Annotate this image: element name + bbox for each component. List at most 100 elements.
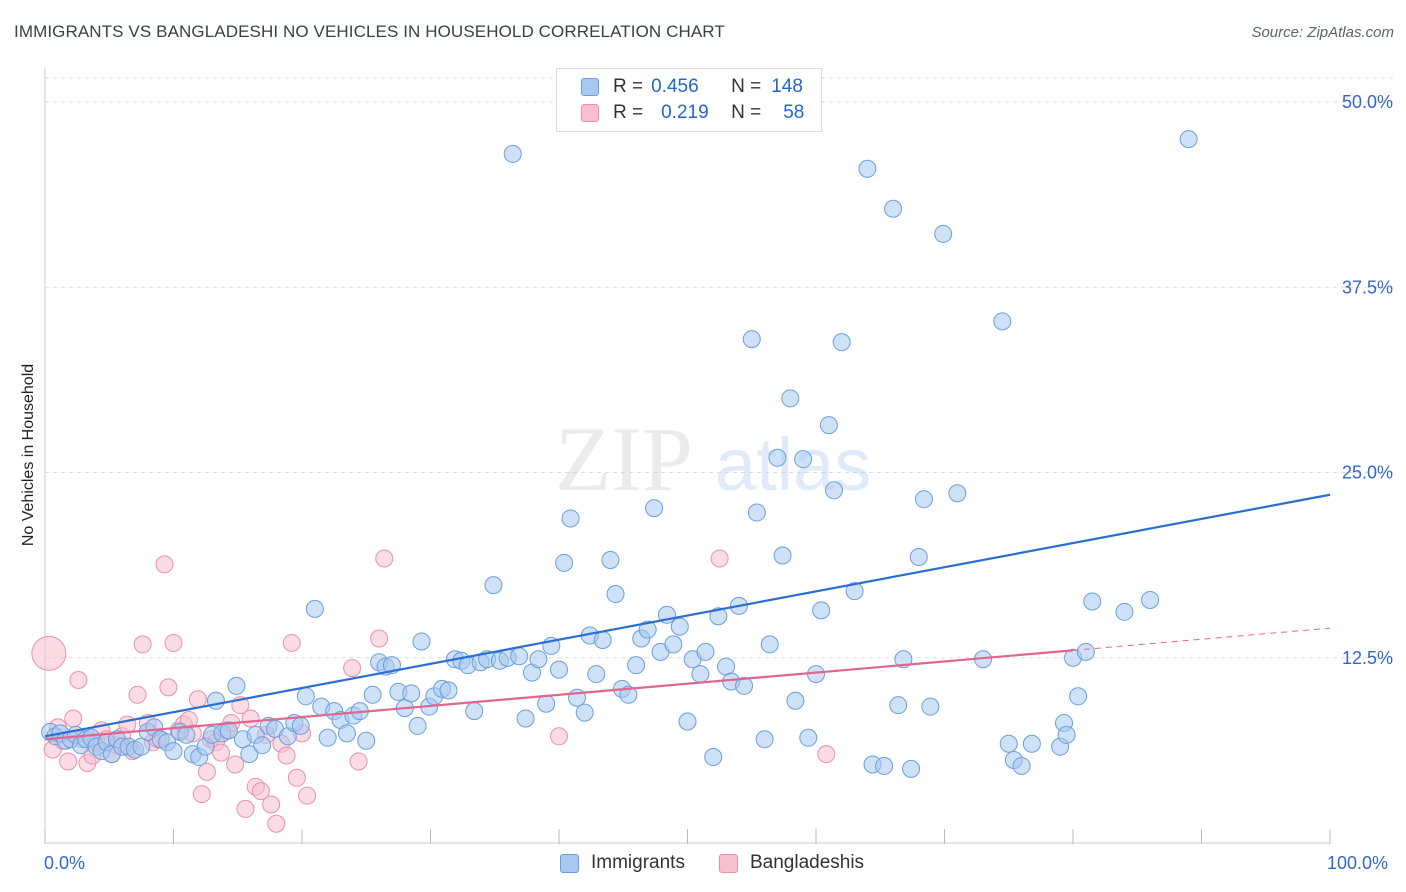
- immigrant-point: [709, 607, 728, 626]
- bangladeshis-trend-line: [44, 649, 1074, 741]
- bangladeshi-point: [375, 549, 394, 568]
- immigrants-points: [41, 130, 1198, 778]
- immigrant-point: [755, 730, 774, 749]
- bangladeshi-point: [159, 678, 178, 697]
- immigrant-point: [1057, 725, 1076, 744]
- bangladeshi-point: [277, 746, 296, 765]
- bangladeshi-point: [370, 629, 389, 648]
- immigrant-point: [555, 553, 574, 572]
- immigrant-point: [845, 582, 864, 601]
- immigrant-point: [305, 599, 324, 618]
- watermark-zip: ZIP: [555, 408, 693, 510]
- immigrant-point: [606, 585, 625, 604]
- bangladeshis-legend-label: Bangladeshis: [749, 852, 865, 873]
- x-tick-label-max: 100.0%: [1327, 853, 1389, 873]
- immigrant-point: [503, 144, 522, 163]
- immigrant-point: [894, 650, 913, 669]
- immigrant-point: [638, 620, 657, 639]
- immigrant-point: [439, 681, 458, 700]
- immigrant-point: [824, 481, 843, 500]
- immigrant-point: [177, 725, 196, 744]
- r-value-bangladeshis: 0.219: [661, 102, 709, 123]
- immigrants-swatch: [581, 78, 599, 96]
- bangladeshis-trend-extension: [1072, 627, 1331, 651]
- immigrant-point: [999, 734, 1018, 753]
- series-legend: Immigrants Bangladeshis: [560, 852, 898, 874]
- immigrant-point: [768, 448, 787, 467]
- immigrant-point: [786, 691, 805, 710]
- immigrant-point: [696, 642, 715, 661]
- bangladeshi-point: [133, 635, 152, 654]
- immigrant-point: [875, 756, 894, 775]
- bangladeshi-point: [287, 768, 306, 787]
- bangladeshi-point: [64, 709, 83, 728]
- immigrant-point: [291, 716, 310, 735]
- n-label: N =: [731, 76, 762, 97]
- immigrant-point: [408, 716, 427, 735]
- immigrant-point: [587, 665, 606, 684]
- legend-item-immigrants[interactable]: Immigrants: [560, 852, 685, 874]
- bangladeshi-point: [164, 633, 183, 652]
- immigrant-point: [537, 694, 556, 713]
- immigrant-point: [1115, 602, 1134, 621]
- immigrant-point: [164, 742, 183, 761]
- bangladeshi-point: [267, 814, 286, 833]
- bangladeshis-swatch: [581, 104, 599, 122]
- immigrant-point: [773, 546, 792, 565]
- immigrant-point: [484, 576, 503, 595]
- immigrant-point: [934, 224, 953, 243]
- legend-row-immigrants: R = 0.456 N = 148: [581, 74, 803, 100]
- bangladeshi-point: [69, 670, 88, 689]
- immigrant-point: [465, 702, 484, 721]
- immigrant-point: [794, 450, 813, 469]
- bangladeshi-point: [197, 762, 216, 781]
- bangladeshi-point: [31, 635, 67, 671]
- immigrant-point: [909, 547, 928, 566]
- immigrant-point: [1141, 590, 1160, 609]
- legend-item-bangladeshis[interactable]: Bangladeshis: [718, 852, 865, 874]
- bangladeshi-point: [192, 785, 211, 804]
- n-label: N =: [731, 102, 762, 123]
- immigrant-point: [240, 745, 259, 764]
- immigrant-point: [645, 499, 664, 518]
- immigrant-point: [337, 724, 356, 743]
- immigrant-point: [219, 721, 238, 740]
- r-label: R =: [613, 102, 644, 123]
- immigrant-point: [812, 601, 831, 620]
- bangladeshi-point: [262, 795, 281, 814]
- bangladeshi-point: [59, 752, 78, 771]
- immigrant-point: [357, 731, 376, 750]
- bangladeshi-point: [282, 633, 301, 652]
- immigrant-point: [1076, 642, 1095, 661]
- immigrant-point: [550, 660, 568, 679]
- bangladeshi-point: [226, 755, 245, 774]
- correlation-legend: R = 0.456 N = 148 R = 0.219 N = 58: [556, 68, 822, 132]
- immigrants-trend-line: [44, 493, 1331, 738]
- n-value-immigrants: 148: [771, 76, 803, 97]
- bangladeshi-point: [118, 715, 137, 734]
- immigrant-point: [132, 737, 151, 756]
- immigrant-point: [601, 550, 620, 569]
- bangladeshis-legend-swatch: [718, 853, 738, 873]
- y-tick-label: 37.5%: [1342, 277, 1393, 297]
- immigrant-point: [1179, 130, 1198, 149]
- bangladeshi-point: [817, 745, 836, 764]
- immigrant-point: [691, 665, 710, 684]
- immigrants-legend-label: Immigrants: [591, 852, 685, 873]
- immigrant-point: [206, 691, 225, 710]
- bangladeshi-point: [550, 727, 568, 746]
- immigrant-point: [1012, 756, 1031, 775]
- immigrant-point: [510, 647, 529, 666]
- immigrant-point: [296, 687, 315, 706]
- immigrant-point: [619, 685, 638, 704]
- bangladeshi-point: [188, 690, 207, 709]
- immigrant-point: [253, 736, 272, 755]
- immigrant-point: [760, 635, 779, 654]
- r-label: R =: [613, 76, 644, 97]
- immigrant-point: [1069, 687, 1088, 706]
- trend-lines: [44, 493, 1331, 741]
- bangladeshi-point: [251, 782, 270, 801]
- immigrant-point: [227, 676, 246, 695]
- chart-source: Source: ZipAtlas.com: [1251, 24, 1394, 41]
